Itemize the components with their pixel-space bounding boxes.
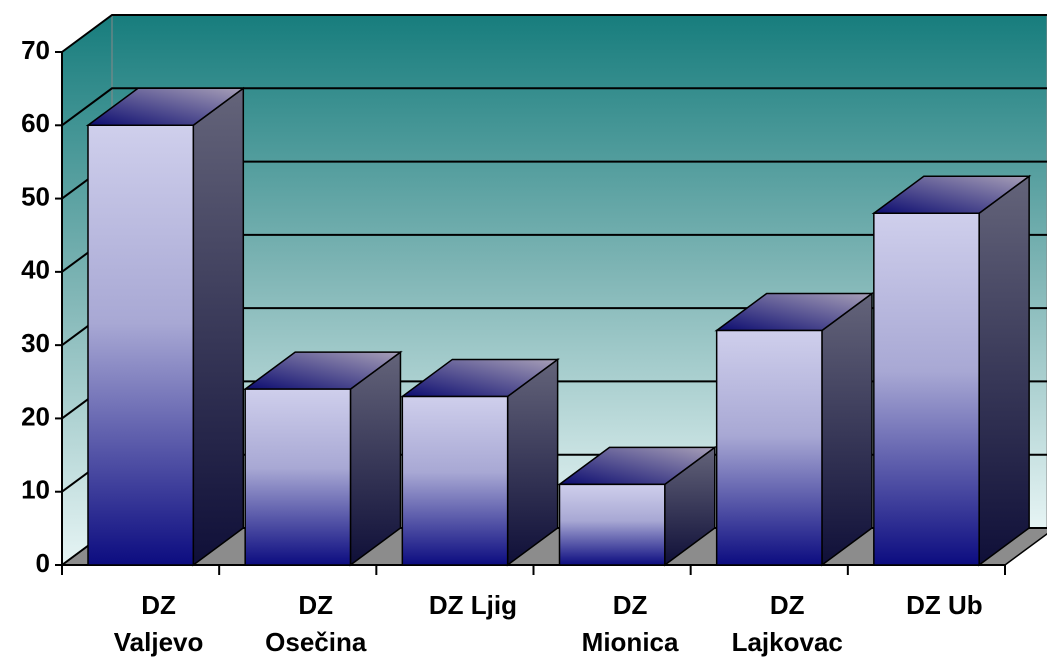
bar: [557, 445, 718, 567]
bar: [714, 291, 875, 567]
x-tick-label: DZ Osečina: [265, 590, 367, 657]
bar: [85, 86, 246, 567]
bar-front: [401, 395, 509, 566]
bar-side: [821, 291, 873, 567]
bar: [871, 174, 1032, 567]
bar-front: [244, 388, 352, 566]
x-tick-label: DZ Ljig: [428, 590, 517, 620]
bar-front: [87, 124, 195, 566]
y-tick-label: 20: [21, 401, 50, 431]
y-tick-label: 70: [21, 35, 50, 65]
bar-side: [192, 86, 245, 567]
bar: [400, 357, 560, 567]
x-tick-label: DZ Lajkovac: [731, 590, 843, 657]
y-tick-label: 50: [21, 181, 50, 211]
y-tick-label: 40: [21, 255, 50, 285]
grid-line: [61, 87, 1047, 127]
y-tick-label: 0: [36, 548, 50, 578]
bar-side: [978, 174, 1030, 567]
bar: [242, 350, 403, 567]
x-tick-label: DZ Ub: [906, 590, 983, 620]
x-tick-label: DZ Valjevo: [113, 590, 204, 657]
y-tick-label: 60: [21, 108, 50, 138]
y-tick-label: 30: [21, 328, 50, 358]
bar-front: [715, 329, 823, 566]
x-tick-label: DZ Mionica: [581, 590, 679, 657]
grid-line: [61, 14, 1047, 53]
y-tick-label: 10: [21, 475, 50, 505]
bar-front: [558, 483, 666, 566]
bar-front: [873, 212, 980, 566]
